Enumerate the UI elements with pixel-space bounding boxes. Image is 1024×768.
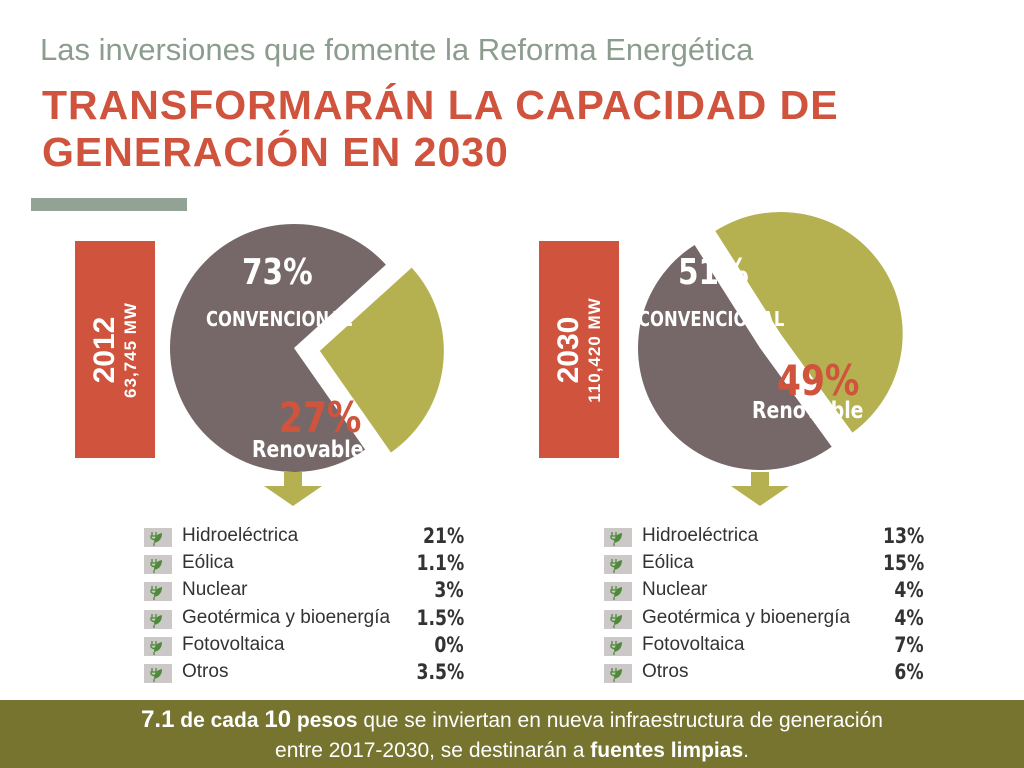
pie-slice-conventional — [637, 244, 832, 471]
down-arrow-icon — [264, 472, 322, 506]
legend-value: 6% — [894, 659, 924, 684]
title-rule — [31, 198, 187, 211]
conventional-pct-2012: 73% — [242, 252, 313, 293]
legend-value: 3.5% — [416, 659, 464, 684]
footer-bold-3: fuentes limpias — [590, 739, 744, 762]
conventional-pct-2030: 51% — [678, 252, 749, 293]
legend-name: Hidroeléctrica — [182, 525, 299, 546]
subtitle: Las inversiones que fomente la Reforma E… — [40, 32, 754, 67]
plug-leaf-icon — [144, 636, 172, 656]
year-box-2012: 2012 63,745 MW — [75, 241, 155, 458]
renewable-breakdown-2012: Hidroeléctrica 21% Eólica 1.1% Nuclear 3% Geot… — [144, 524, 464, 687]
plug-leaf-icon — [144, 663, 172, 683]
legend-row: Eólica 1.1% — [144, 551, 464, 578]
legend-row: Otros 3.5% — [144, 660, 464, 687]
legend-row: Fotovoltaica 7% — [604, 633, 924, 660]
footer-bold-2: pesos — [291, 709, 358, 732]
legend-row: Otros 6% — [604, 660, 924, 687]
renewable-pct-2012: 27% — [279, 393, 362, 442]
legend-name: Otros — [182, 660, 229, 682]
legend-value: 21% — [422, 524, 464, 548]
year-box-2030: 2030 110,420 MW — [539, 241, 619, 458]
pie-slice-renewable — [715, 211, 903, 433]
footer-bold-1: de cada — [174, 709, 265, 732]
legend-row: Nuclear 3% — [144, 578, 464, 605]
legend-row: Hidroeléctrica 21% — [144, 524, 464, 551]
legend-row: Eólica 15% — [604, 551, 924, 578]
legend-value: 1.5% — [416, 605, 464, 630]
plug-leaf-icon — [604, 528, 632, 547]
renewable-label-2030: Renovable — [752, 398, 864, 424]
pie-slice-renewable — [319, 267, 444, 453]
footer-number-2: 10 — [264, 706, 292, 733]
legend-name: Hidroeléctrica — [642, 525, 759, 546]
footer-number-1: 7.1 — [141, 706, 175, 733]
legend-value: 4% — [894, 578, 924, 603]
legend-row: Geotérmica y bioenergía 4% — [604, 606, 924, 633]
plug-leaf-icon — [604, 609, 632, 629]
footer-text-2: entre 2017-2030, se destinarán a — [275, 739, 591, 762]
title-line-2: GENERACIÓN EN 2030 — [42, 129, 509, 175]
legend-row: Geotérmica y bioenergía 1.5% — [144, 606, 464, 633]
legend-row: Hidroeléctrica 13% — [604, 524, 924, 551]
legend-value: 3% — [434, 578, 464, 603]
plug-leaf-icon — [144, 555, 172, 575]
renewable-breakdown-2030: Hidroeléctrica 13% Eólica 15% Nuclear 4% Geoté… — [604, 524, 924, 687]
legend-name: Geotérmica y bioenergía — [642, 606, 851, 628]
footer-text-1: que se inviertan en nueva infraestructur… — [357, 709, 883, 732]
legend-name: Nuclear — [642, 579, 708, 601]
plug-leaf-icon — [604, 582, 632, 602]
legend-name: Eólica — [642, 552, 694, 574]
plug-leaf-icon — [144, 528, 172, 547]
legend-name: Nuclear — [182, 579, 248, 601]
pie-slice-conventional — [170, 223, 386, 473]
page-title: TRANSFORMARÁN LA CAPACIDAD DE GENERACIÓN… — [42, 82, 839, 176]
legend-name: Geotérmica y bioenergía — [182, 606, 391, 628]
legend-value: 13% — [882, 524, 924, 548]
plug-leaf-icon — [604, 555, 632, 575]
plug-leaf-icon — [144, 609, 172, 629]
pie-chart-2012 — [170, 223, 444, 506]
conventional-label-2030: CONVENCIONAL — [638, 307, 785, 331]
legend-value: 15% — [882, 551, 924, 576]
title-line-1: TRANSFORMARÁN LA CAPACIDAD DE — [42, 82, 839, 128]
plug-leaf-icon — [604, 636, 632, 656]
renewable-label-2012: Renovable — [252, 437, 364, 463]
legend-value: 4% — [894, 605, 924, 630]
pie-chart-2030 — [637, 211, 903, 506]
legend-name: Eólica — [182, 552, 234, 574]
conventional-label-2012: CONVENCIONAL — [206, 307, 353, 331]
legend-name: Fotovoltaica — [182, 633, 285, 655]
down-arrow-icon — [731, 472, 789, 506]
legend-row: Nuclear 4% — [604, 578, 924, 605]
footer-banner: 7.1 de cada 10 pesos que se inviertan en… — [0, 700, 1024, 768]
legend-value: 0% — [434, 632, 464, 657]
legend-value: 7% — [894, 632, 924, 657]
legend-value: 1.1% — [416, 551, 464, 576]
footer-text-3: . — [743, 739, 749, 762]
plug-leaf-icon — [604, 663, 632, 683]
legend-name: Fotovoltaica — [642, 633, 745, 655]
renewable-pct-2030: 49% — [777, 356, 860, 405]
legend-name: Otros — [642, 660, 689, 682]
plug-leaf-icon — [144, 582, 172, 602]
legend-row: Fotovoltaica 0% — [144, 633, 464, 660]
